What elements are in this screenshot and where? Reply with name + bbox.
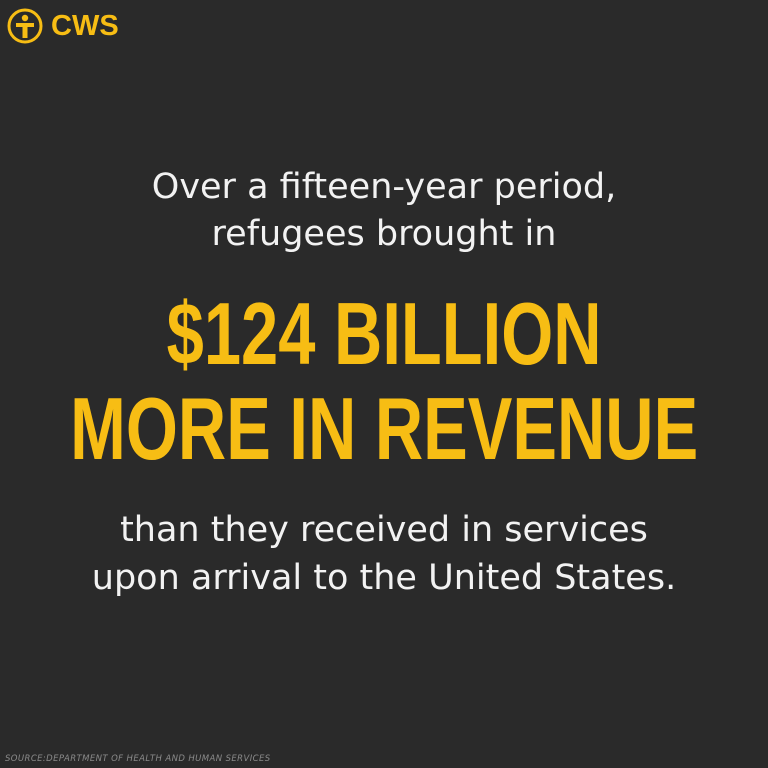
logo-text: CWS [51, 9, 119, 42]
cws-logo: CWS [7, 8, 119, 44]
headline-amount: $124 BILLION [166, 284, 602, 383]
intro-line-2: refugees brought in [211, 214, 557, 254]
headline-line-2: MORE IN REVENUE [0, 385, 768, 473]
headline-revenue: MORE IN REVENUE [69, 379, 699, 478]
headline-line-1: $124 BILLION [0, 290, 768, 378]
outro-line-2: upon arrival to the United States. [91, 558, 677, 598]
source-note: SOURCE:DEPARTMENT OF HEALTH AND HUMAN SE… [5, 754, 271, 764]
outro-line-1: than they received in services [120, 510, 648, 550]
cws-person-circle-icon [7, 8, 43, 44]
intro-line-1: Over a fifteen-year period, [151, 167, 617, 207]
